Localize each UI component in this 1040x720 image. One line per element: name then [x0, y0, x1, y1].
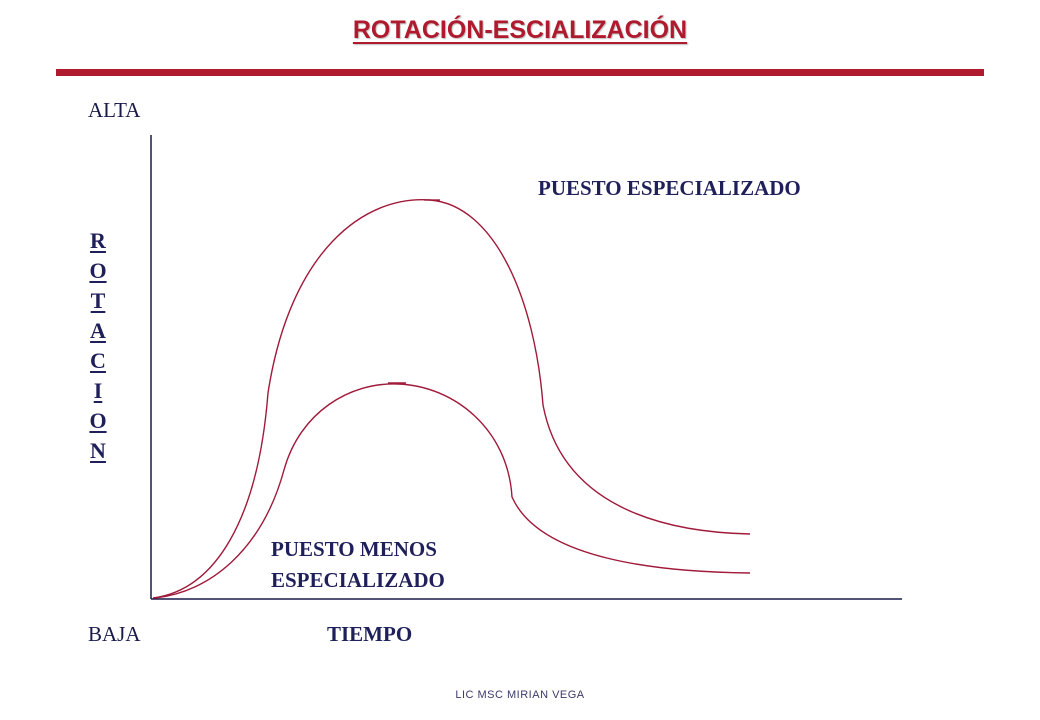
label-puesto-menos-line1: PUESTO MENOS: [271, 537, 437, 561]
slide-title: ROTACIÓN-ESCIALIZACIÓN: [352, 16, 688, 44]
curve-menos-especializado: [154, 383, 751, 599]
footer-author: LIC MSC MIRIAN VEGA: [455, 689, 585, 701]
label-baja: BAJA: [88, 622, 141, 646]
label-tiempo: TIEMPO: [327, 622, 413, 646]
label-alta: ALTA: [88, 98, 141, 122]
label-rotacion: ROTACION: [89, 228, 107, 463]
label-puesto-especializado: PUESTO ESPECIALIZADO: [538, 176, 801, 200]
label-puesto-menos-line2: ESPECIALIZADO: [271, 568, 445, 592]
title-rule: [56, 69, 984, 76]
